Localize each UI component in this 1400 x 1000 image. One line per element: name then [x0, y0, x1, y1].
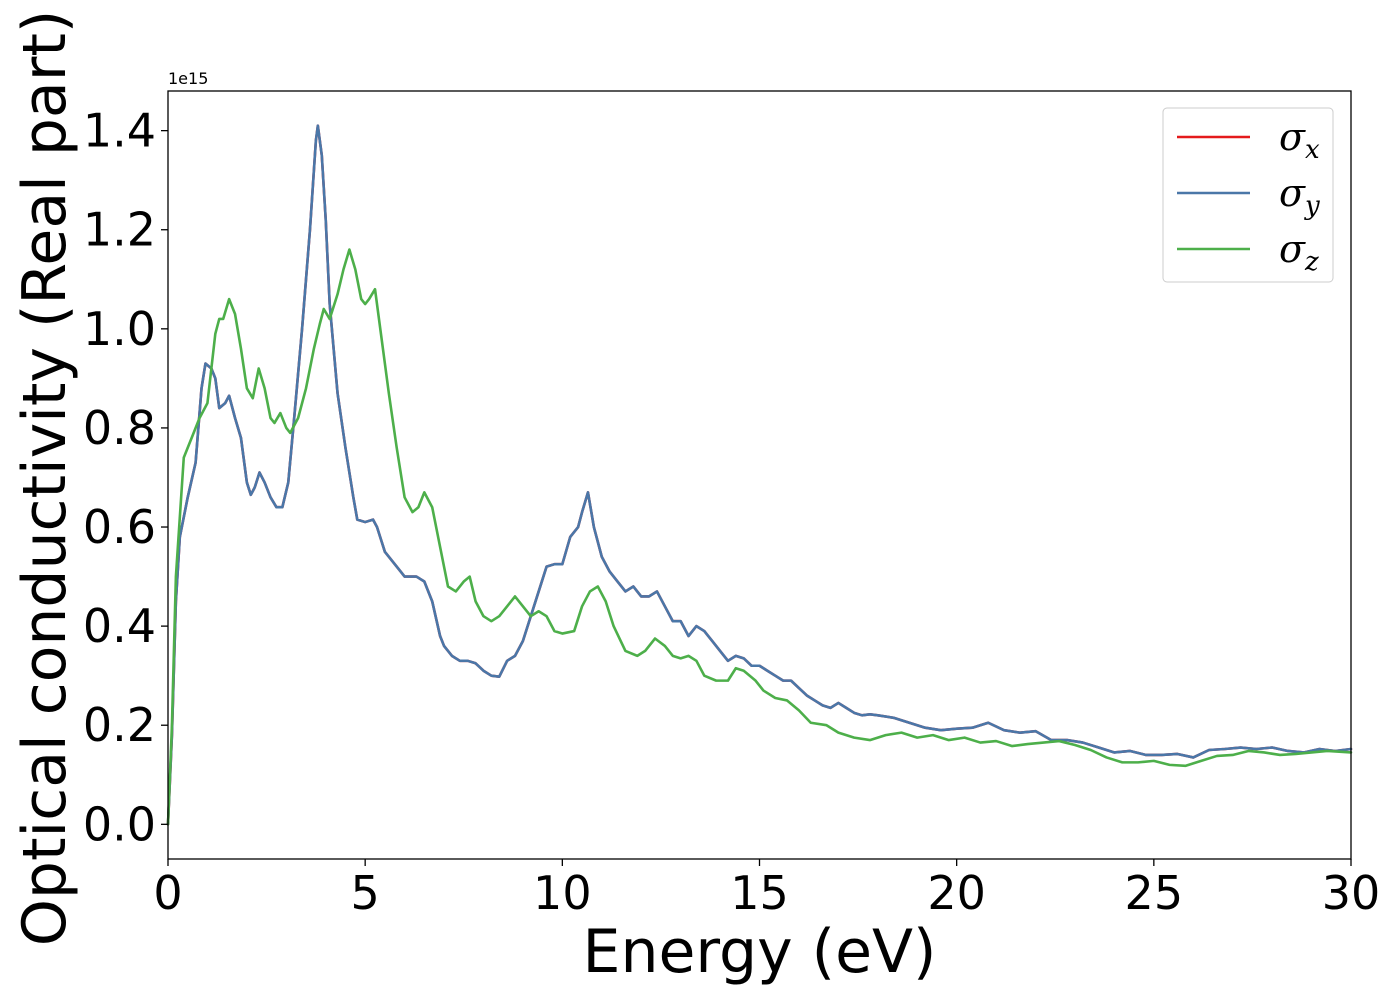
y-tick-label: 0.2 — [83, 698, 156, 752]
x-axis-title: Energy (eV) — [583, 917, 937, 987]
y-offset-label: 1e15 — [168, 69, 208, 88]
x-tick-label: 30 — [1322, 866, 1381, 920]
y-tick-label: 0.4 — [83, 599, 156, 653]
legend-label-z: σz — [1279, 227, 1319, 277]
y-tick-label: 0.6 — [83, 500, 156, 554]
x-tick-label: 0 — [153, 866, 182, 920]
series-line-z — [166, 248, 1353, 826]
legend-label-x: σx — [1279, 115, 1320, 165]
series-lines — [166, 124, 1353, 826]
y-axis-title: Optical conductivity (Real part) — [10, 10, 80, 947]
y-tick-label: 1.2 — [83, 203, 156, 257]
y-tick-label: 0.8 — [83, 401, 156, 455]
plot-frame — [167, 90, 1352, 860]
series-line-y — [166, 124, 1353, 826]
legend-entries: σx σy σz — [1177, 115, 1320, 277]
y-tick-label: 1.4 — [83, 104, 156, 158]
x-tick-label: 25 — [1125, 866, 1184, 920]
x-tick-label: 10 — [533, 866, 592, 920]
x-tick-label: 20 — [927, 866, 986, 920]
legend-label-y: σy — [1279, 171, 1320, 221]
y-tick-label: 1.0 — [83, 302, 156, 356]
y-tick-label: 0.0 — [83, 797, 156, 851]
y-axis-ticks: 0.0 0.2 0.4 0.6 0.8 1.0 1.2 1.4 — [83, 104, 168, 851]
x-tick-label: 15 — [730, 866, 789, 920]
x-tick-label: 5 — [351, 866, 380, 920]
legend-box — [1162, 107, 1334, 283]
x-axis-ticks: 0 5 10 15 20 25 30 — [153, 859, 1380, 920]
legend: σx σy σz — [1162, 107, 1334, 283]
